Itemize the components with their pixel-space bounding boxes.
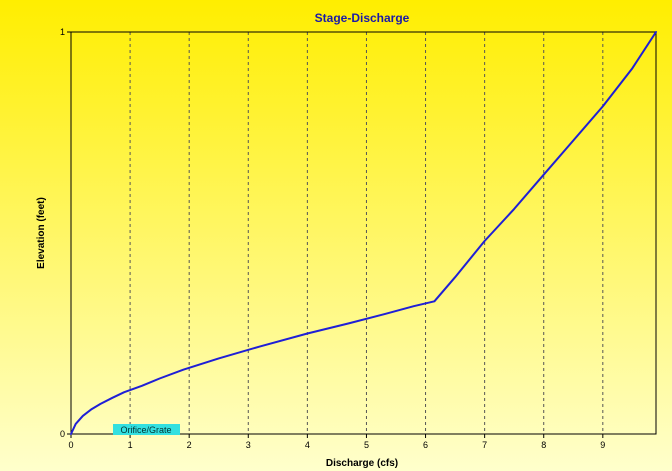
x-tick-label-2: 2 [187, 440, 192, 450]
y-tick-label-0: 0 [60, 429, 65, 439]
x-tick-label-7: 7 [482, 440, 487, 450]
x-tick-label-5: 5 [364, 440, 369, 450]
legend-box [113, 424, 180, 435]
chart-title: Stage-Discharge [315, 11, 410, 25]
series-line-0 [70, 31, 657, 435]
legend-label-orifice-grate: Orifice/Grate [120, 425, 171, 435]
x-tick-label-9: 9 [600, 440, 605, 450]
x-tick-label-4: 4 [305, 440, 310, 450]
x-tick-label-1: 1 [128, 440, 133, 450]
y-tick-label-1: 1 [60, 27, 65, 37]
x-tick-label-0: 0 [68, 440, 73, 450]
axis-ticks: 0 1 2 3 4 5 6 7 8 9 0 1 [60, 27, 605, 450]
x-tick-label-8: 8 [541, 440, 546, 450]
x-axis-label: Discharge (cfs) [326, 458, 398, 469]
y-axis-label: Elevation (feet) [36, 197, 47, 269]
legend: Orifice/Grate [113, 424, 180, 435]
series-layer [70, 31, 657, 435]
plot-frame [70, 31, 657, 435]
x-tick-label-6: 6 [423, 440, 428, 450]
x-tick-label-3: 3 [246, 440, 251, 450]
